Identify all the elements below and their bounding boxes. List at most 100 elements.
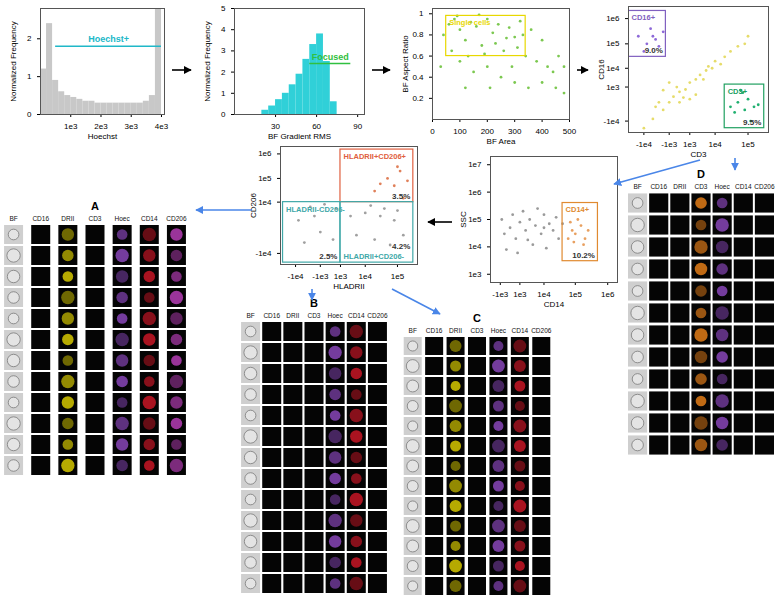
svg-text:1e4: 1e4 (258, 198, 272, 207)
svg-text:CD16: CD16 (597, 59, 606, 80)
svg-text:BF: BF (246, 312, 254, 319)
svg-text:HLADRII: HLADRII (333, 282, 365, 291)
svg-text:1e4: 1e4 (606, 64, 620, 73)
svg-text:BF Aspect Ratio: BF Aspect Ratio (401, 35, 410, 93)
svg-text:CD14: CD14 (141, 215, 158, 222)
svg-text:10.2%: 10.2% (572, 251, 595, 260)
svg-text:3e3: 3e3 (125, 122, 139, 131)
svg-text:0: 0 (430, 127, 435, 136)
svg-text:CD206: CD206 (754, 183, 775, 190)
svg-text:4: 4 (221, 25, 226, 34)
svg-text:CD3: CD3 (470, 327, 483, 334)
svg-text:CD16+: CD16+ (632, 13, 656, 22)
svg-text:9.0%: 9.0% (645, 46, 663, 55)
svg-text:DRII: DRII (449, 327, 462, 334)
svg-text:1e5: 1e5 (258, 174, 272, 183)
svg-text:1e5: 1e5 (468, 215, 482, 224)
svg-text:0: 0 (27, 110, 32, 119)
svg-text:1e3: 1e3 (513, 290, 527, 299)
svg-text:0: 0 (221, 110, 226, 119)
svg-text:DRII: DRII (61, 215, 74, 222)
svg-text:0.4: 0.4 (412, 73, 424, 82)
svg-text:CD14+: CD14+ (566, 205, 590, 214)
svg-text:1: 1 (27, 72, 32, 81)
svg-text:Hoec: Hoec (715, 183, 731, 190)
svg-text:Hoec: Hoec (115, 215, 131, 222)
svg-text:100: 100 (453, 127, 467, 136)
svg-text:2: 2 (27, 34, 32, 43)
svg-text:1e4: 1e4 (708, 140, 722, 149)
svg-text:BF: BF (9, 215, 17, 222)
svg-text:BF Area: BF Area (487, 137, 516, 146)
svg-text:CD16: CD16 (32, 215, 49, 222)
svg-text:CD206: CD206 (166, 215, 187, 222)
svg-text:1e4: 1e4 (468, 242, 482, 251)
svg-text:1e7: 1e7 (468, 160, 482, 169)
svg-text:-1e4: -1e4 (636, 140, 653, 149)
svg-text:0.6: 0.6 (412, 52, 424, 61)
svg-text:2e3: 2e3 (94, 122, 108, 131)
svg-text:CD14: CD14 (735, 183, 752, 190)
svg-text:-1e4: -1e4 (603, 117, 620, 126)
svg-text:C: C (473, 312, 481, 324)
svg-text:1e5: 1e5 (741, 140, 755, 149)
svg-text:Single cells: Single cells (449, 18, 490, 27)
svg-text:1e3: 1e3 (606, 83, 620, 92)
svg-text:0.2: 0.2 (412, 94, 424, 103)
svg-text:5: 5 (221, 4, 226, 13)
svg-text:90: 90 (353, 122, 362, 131)
svg-text:9.5%: 9.5% (743, 118, 761, 127)
svg-text:3: 3 (221, 46, 226, 55)
svg-text:CD3: CD3 (694, 183, 707, 190)
svg-text:Hoechst: Hoechst (88, 132, 118, 141)
svg-text:HLADRII-CD206-: HLADRII-CD206- (286, 205, 345, 214)
svg-text:1e4: 1e4 (359, 272, 373, 281)
svg-text:1e3: 1e3 (683, 140, 697, 149)
svg-text:-1e3: -1e3 (312, 272, 329, 281)
svg-text:DRII: DRII (673, 183, 686, 190)
svg-text:CD14: CD14 (512, 327, 529, 334)
svg-text:1e3: 1e3 (334, 272, 348, 281)
svg-text:1e3: 1e3 (64, 122, 78, 131)
svg-text:D: D (697, 168, 705, 180)
svg-text:Hoechst+: Hoechst+ (88, 34, 129, 44)
svg-text:0.8: 0.8 (412, 30, 424, 39)
svg-text:Hoec: Hoec (491, 327, 507, 334)
svg-text:A: A (91, 200, 99, 212)
svg-text:2: 2 (221, 68, 226, 77)
svg-text:500: 500 (563, 127, 577, 136)
svg-text:1: 1 (419, 9, 424, 18)
svg-text:CD16: CD16 (263, 312, 280, 319)
svg-text:CD14: CD14 (544, 300, 565, 309)
svg-text:DRII: DRII (286, 312, 299, 319)
svg-text:-1e3: -1e3 (492, 290, 509, 299)
svg-text:CD3: CD3 (88, 215, 101, 222)
svg-text:B: B (310, 297, 318, 309)
svg-text:CD3: CD3 (690, 150, 707, 159)
svg-text:1e5: 1e5 (391, 272, 405, 281)
svg-text:CD206: CD206 (367, 312, 388, 319)
svg-text:CD3: CD3 (307, 312, 320, 319)
svg-text:60: 60 (312, 122, 321, 131)
svg-text:-1e4: -1e4 (255, 249, 272, 258)
svg-text:4.2%: 4.2% (392, 242, 410, 251)
svg-text:-1e4: -1e4 (288, 272, 305, 281)
svg-text:1e5: 1e5 (606, 39, 620, 48)
svg-text:HLADRII+CD206-: HLADRII+CD206- (343, 252, 404, 261)
svg-text:Normalized Frequency: Normalized Frequency (9, 21, 18, 101)
svg-text:1e6: 1e6 (601, 290, 615, 299)
svg-text:1e4: 1e4 (537, 290, 551, 299)
svg-text:4e3: 4e3 (155, 122, 169, 131)
svg-text:CD16: CD16 (650, 183, 667, 190)
svg-text:Normalized Frequency: Normalized Frequency (203, 21, 212, 101)
svg-text:-1e3: -1e3 (661, 140, 678, 149)
svg-text:1e5: 1e5 (569, 290, 583, 299)
svg-text:CD3+: CD3+ (728, 87, 748, 96)
svg-text:3.5%: 3.5% (392, 192, 410, 201)
svg-text:SSC: SSC (459, 211, 468, 228)
svg-text:BF: BF (409, 327, 417, 334)
svg-text:1e3: 1e3 (468, 270, 482, 279)
svg-text:CD14: CD14 (348, 312, 365, 319)
svg-text:HLADRII+CD206+: HLADRII+CD206+ (343, 152, 406, 161)
svg-text:CD206: CD206 (249, 193, 258, 218)
